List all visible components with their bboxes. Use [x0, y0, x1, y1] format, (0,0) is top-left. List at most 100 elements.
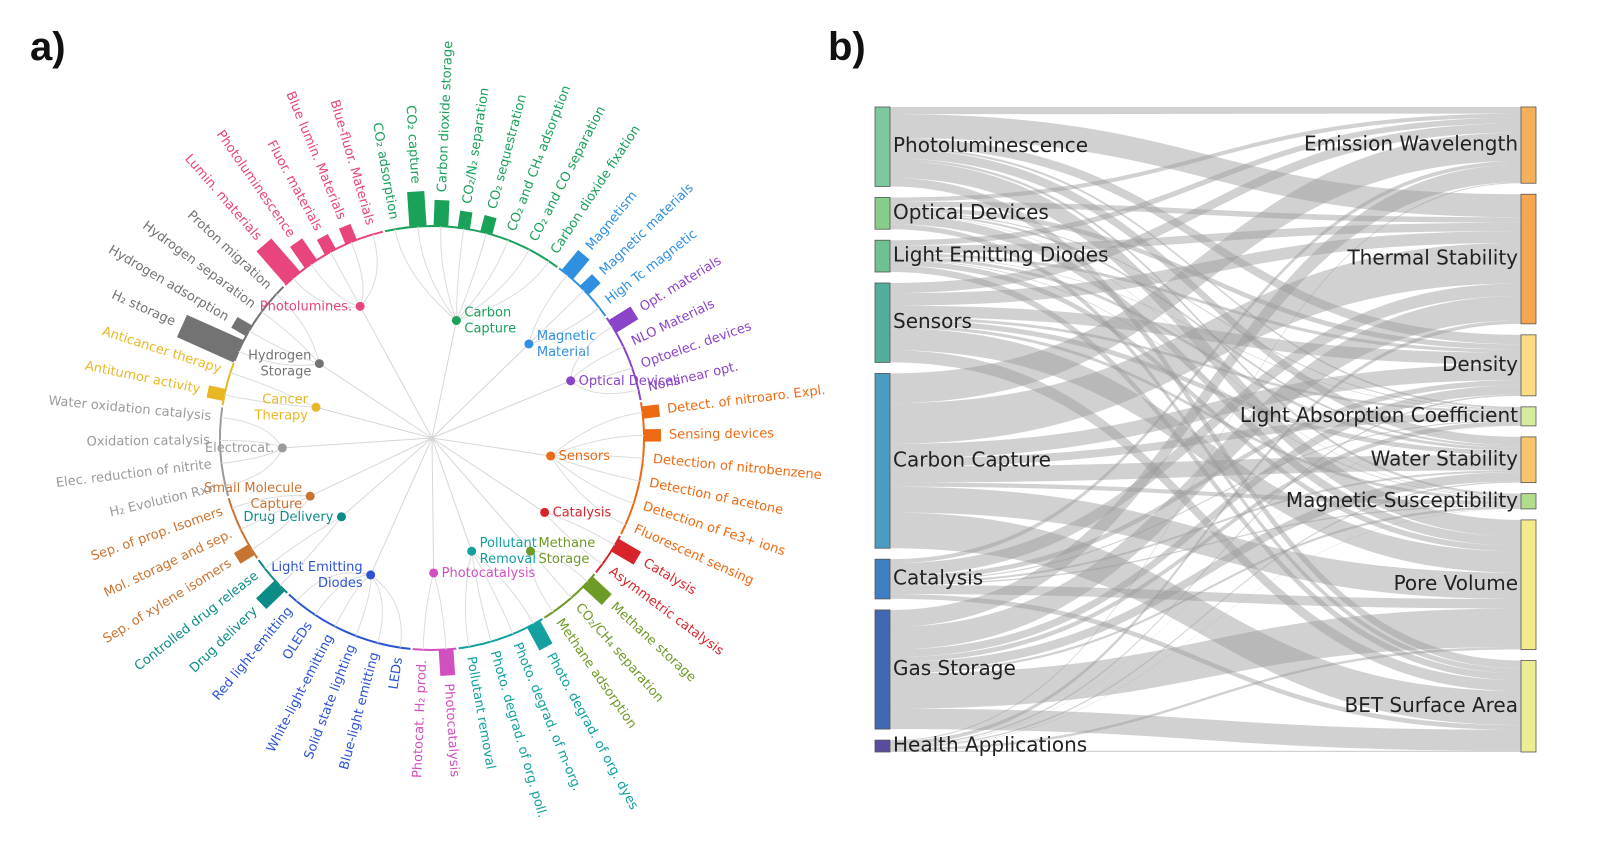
flow-link [890, 455, 1521, 483]
flow-link [890, 149, 1521, 446]
bar-drug-delivery [256, 580, 286, 610]
group-node-methane-storage [525, 546, 535, 556]
leaf-link [370, 574, 402, 648]
bar-co-n-separation [457, 210, 473, 230]
leaf-label: Methane storage [608, 600, 699, 686]
leaf-link [456, 249, 530, 321]
leaf-link [394, 229, 457, 321]
group-arc-hydrogen-storage [233, 285, 285, 362]
leaf-link [471, 550, 534, 625]
group-node-cancer-therapy [311, 402, 321, 412]
flow-link [890, 320, 1521, 745]
leaf-label: CO₂/N₂ separation [460, 87, 492, 205]
flow-link [890, 215, 1521, 546]
group-label: Sensors [559, 448, 611, 463]
source-label: Sensors [893, 309, 972, 333]
flow-link [890, 113, 1521, 202]
branch-line [282, 437, 433, 449]
leaf-link [550, 412, 643, 457]
flow-link [890, 506, 1521, 674]
source-node-health-applications [874, 739, 891, 753]
leaf-link [456, 260, 550, 321]
flow-link [890, 160, 1521, 537]
flow-link [890, 212, 1521, 448]
leaf-link [359, 234, 378, 307]
group-arc-pollutant-removal [458, 618, 544, 650]
leaf-link [455, 232, 487, 321]
leaf-link [455, 228, 465, 321]
bar-methane-storage [582, 576, 612, 606]
leaf-link [220, 417, 283, 449]
branch-line [431, 343, 530, 439]
target-node-bet-surface-area [1520, 660, 1537, 753]
flow-link [890, 325, 1521, 501]
leaf-label: Detect. of nitroaro. Expl. [666, 383, 826, 417]
source-label: Gas Storage [893, 656, 1016, 680]
flow-link [890, 504, 1521, 585]
flow-link [890, 242, 1521, 444]
leaf-link [550, 455, 640, 482]
flow-link [890, 256, 1521, 451]
bar-opt-materials [608, 306, 639, 333]
bar-co-capture [407, 190, 427, 228]
leaf-link [544, 511, 616, 546]
leaf-link [550, 434, 644, 457]
bar-fluor-materials [316, 234, 336, 255]
branch-line [431, 320, 457, 439]
flow-link [890, 283, 1521, 576]
flow-link [890, 380, 1521, 581]
bar-detect-of-nitroaro-expl [641, 404, 661, 419]
radial-hierarchy-chart: CO₂ adsorption CO₂ capture Carbon dioxide … [48, 41, 826, 820]
leaf-link [231, 495, 311, 509]
flow-link [890, 472, 1521, 672]
leaf-link [264, 516, 342, 569]
group-label: Pollutant Removal [480, 536, 537, 567]
leaf-link [471, 550, 514, 635]
flow-link [890, 584, 1521, 609]
bar-h-storage [176, 314, 244, 363]
flow-link [890, 147, 1521, 409]
flow-link [890, 265, 1521, 681]
flow-link [890, 296, 1521, 650]
group-label: Cancer Therapy [254, 392, 309, 423]
group-node-electrocat [277, 443, 287, 453]
flow-link [890, 608, 1521, 709]
group-arc-drug-delivery [257, 559, 288, 594]
flow-link [890, 317, 1521, 413]
group-label: Photocatalysis [442, 565, 536, 580]
flow-link [890, 319, 1521, 456]
flow-link [890, 425, 1521, 747]
flow-link [890, 222, 1521, 254]
branch-line [309, 437, 433, 497]
target-label: Magnetic Susceptibility [1286, 488, 1518, 512]
leaf-link [528, 290, 585, 345]
leaf-label: Photocatalysis [441, 683, 462, 778]
leaf-link [550, 455, 626, 526]
flow-link [890, 107, 1521, 115]
branch-line [319, 363, 433, 439]
target-label: Pore Volume [1394, 571, 1518, 595]
leaf-link [417, 226, 457, 321]
branch-line [431, 437, 435, 573]
bar-antitumor-activity [206, 385, 226, 401]
leaf-link [471, 551, 492, 642]
leaf-label: Photocat. H₂ prod. [410, 659, 430, 778]
leaf-link [528, 274, 568, 345]
group-node-photolumines [355, 301, 365, 311]
flow-link [890, 132, 1521, 404]
leaf-link [292, 277, 361, 308]
group-node-light-emitting-diodes [366, 570, 376, 580]
leaf-label: Photo. degrad. of org. poll. [487, 649, 550, 820]
source-label: Carbon Capture [893, 447, 1051, 471]
group-arc-carbon-capture [384, 225, 558, 268]
flow-link [890, 328, 1521, 573]
source-label: Photoluminescence [893, 133, 1088, 157]
flow-link [890, 114, 1521, 218]
source-node-light-emitting-diodes [874, 239, 891, 273]
leaf-link [248, 330, 320, 365]
leaf-label: H₂ storage [109, 288, 178, 330]
source-label: Light Emitting Diodes [893, 243, 1109, 267]
group-arc-electrocat [219, 407, 230, 497]
leaf-link [230, 372, 317, 408]
